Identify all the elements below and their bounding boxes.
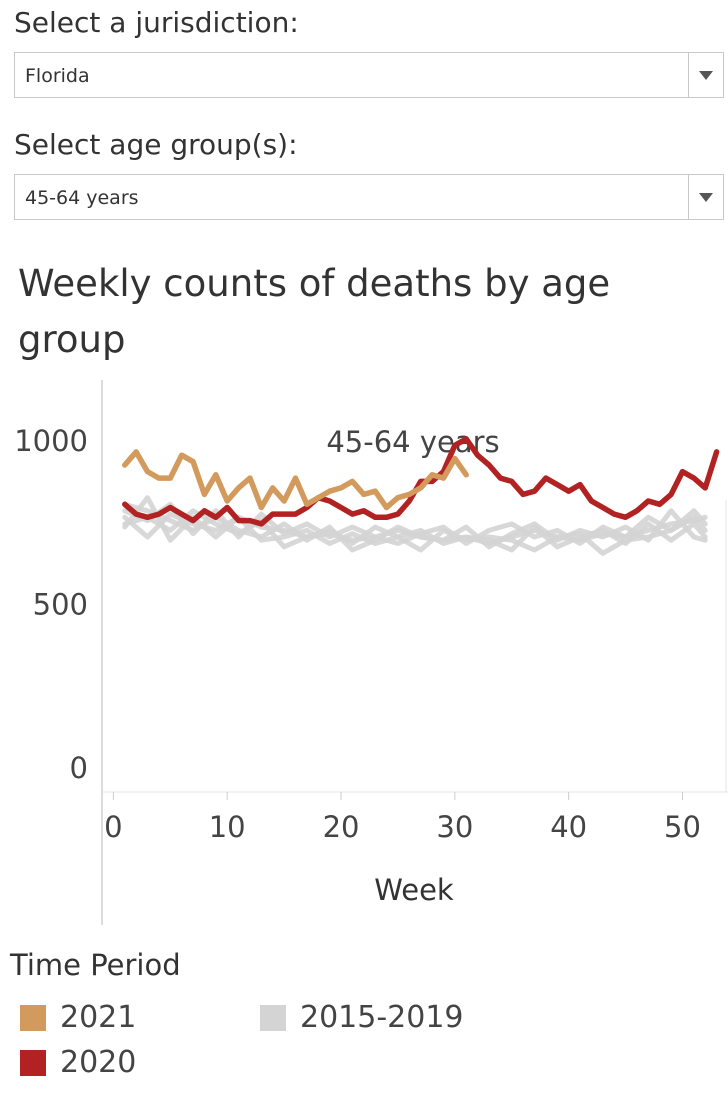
- series-line-2015-2019-d: [122, 495, 708, 553]
- jurisdiction-value: Florida: [25, 65, 90, 87]
- x-tick-label: 50: [664, 810, 701, 844]
- x-tick-label: 20: [323, 810, 360, 844]
- chevron-down-icon: [699, 193, 713, 202]
- chevron-down-icon: [699, 71, 713, 80]
- legend-title: Time Period: [10, 948, 181, 982]
- legend-item-2015-2019[interactable]: 2015-2019: [260, 1000, 464, 1035]
- age-group-select[interactable]: 45-64 years: [14, 174, 724, 220]
- legend-swatch-2021: [20, 1004, 46, 1031]
- jurisdiction-dropdown-button[interactable]: [688, 53, 723, 97]
- legend-label-2021: 2021: [60, 1000, 137, 1035]
- x-tick-label: 40: [550, 810, 587, 844]
- jurisdiction-select[interactable]: Florida: [14, 52, 724, 98]
- legend-label-2015-2019: 2015-2019: [300, 1000, 464, 1035]
- x-tick-label: 30: [436, 810, 473, 844]
- y-tick-label: 500: [33, 587, 88, 621]
- legend-label-2020: 2020: [60, 1045, 137, 1080]
- series-line-2015-2019-e: [122, 501, 708, 546]
- jurisdiction-label: Select a jurisdiction:: [14, 6, 299, 39]
- y-tick-label: 0: [70, 751, 88, 785]
- series-line-2020: [122, 436, 720, 527]
- x-axis-label: Week: [374, 873, 454, 907]
- chart-title: Weekly counts of deaths by age group: [18, 262, 611, 361]
- x-tick-label: 10: [209, 810, 246, 844]
- age-group-label: Select age group(s):: [14, 128, 298, 161]
- x-tick-label: 0: [104, 810, 122, 844]
- legend-item-2021[interactable]: 2021: [20, 1000, 136, 1035]
- legend-swatch-2015-2019: [260, 1004, 286, 1031]
- y-tick-label: 1000: [14, 424, 88, 458]
- legend-swatch-2020: [20, 1049, 46, 1076]
- series-line-2021: [122, 449, 469, 511]
- legend-item-2020[interactable]: 2020: [20, 1045, 136, 1080]
- age-group-dropdown-button[interactable]: [688, 175, 723, 219]
- age-group-value: 45-64 years: [25, 187, 139, 209]
